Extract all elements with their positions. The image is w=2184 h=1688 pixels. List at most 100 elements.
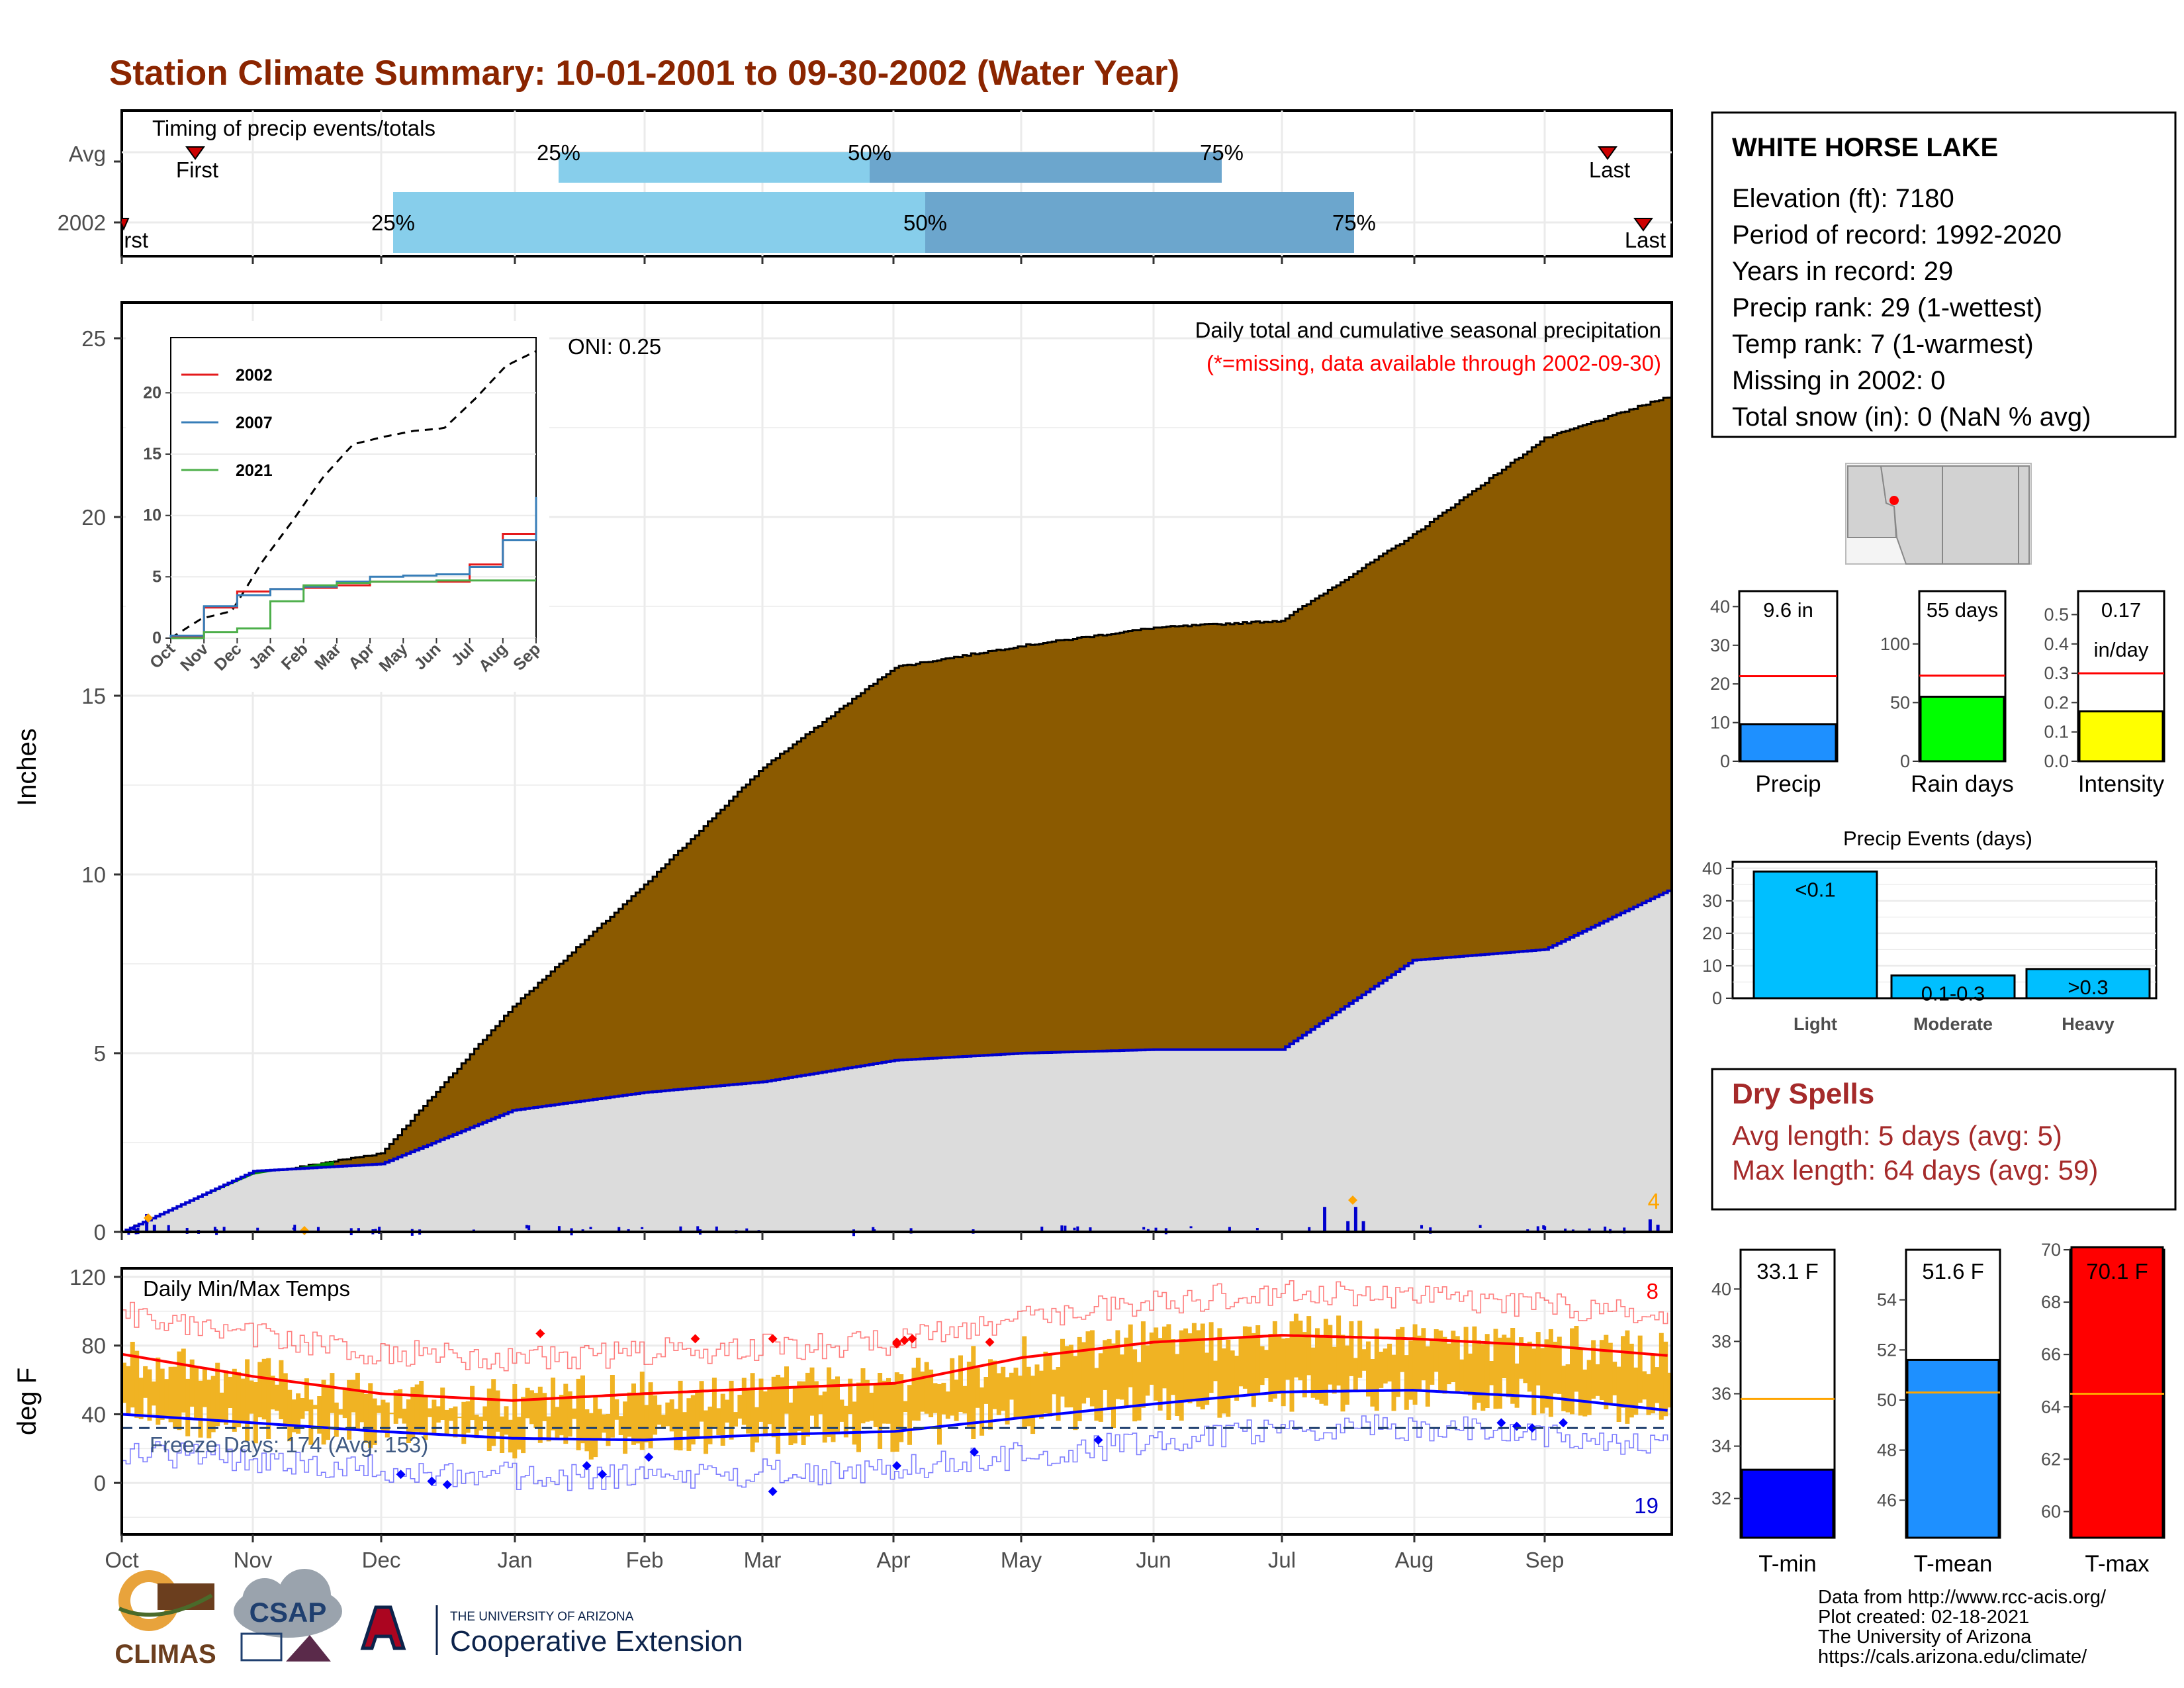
daily-temp-range-bar	[682, 1412, 687, 1431]
daily-temp-range-bar	[1064, 1346, 1069, 1408]
daily-temp-range-bar	[1650, 1354, 1655, 1414]
ua-logo: THE UNIVERSITY OF ARIZONA Cooperative Ex…	[360, 1605, 743, 1658]
oni-label: ONI: 0.25	[568, 334, 661, 359]
daily-temp-range-bar	[962, 1385, 968, 1414]
inset-y-tick-label: 15	[143, 445, 161, 463]
locator-map	[1845, 463, 2032, 565]
temp-summary-label: T-max	[2085, 1551, 2150, 1577]
daily-precip-bar	[525, 1225, 528, 1229]
daily-temp-range-bar	[660, 1415, 666, 1428]
temp-summary-tick-label: 70	[2041, 1240, 2061, 1260]
daily-temp-range-bar	[704, 1410, 709, 1454]
station-info-line: Total snow (in): 0 (NaN % avg)	[1732, 402, 2091, 432]
daily-temp-range-bar	[610, 1375, 615, 1438]
y2002-last-marker	[1633, 218, 1653, 232]
daily-temp-range-bar	[1633, 1367, 1639, 1415]
daily-temp-range-bar	[588, 1413, 594, 1460]
daily-temp-range-bar	[1514, 1363, 1520, 1408]
daily-temp-range-bar	[1298, 1321, 1303, 1381]
temp-summary-value-bar	[1741, 1468, 1835, 1539]
temp-summary-tick-label: 64	[2041, 1397, 2061, 1417]
daily-temp-range-bar	[1191, 1323, 1197, 1399]
daily-temp-range-bar	[1315, 1328, 1320, 1400]
record-low-marker	[442, 1479, 452, 1489]
daily-precip-bar	[1073, 1227, 1076, 1231]
y2002-q75-label: 75%	[1332, 211, 1376, 235]
daily-temp-range-bar	[1395, 1329, 1400, 1397]
daily-temp-range-bar	[215, 1362, 220, 1427]
mini-bar-tick-label: 0.5	[2044, 604, 2069, 624]
daily-temp-range-bar	[1629, 1343, 1634, 1418]
missing-count: 4	[1648, 1189, 1660, 1213]
daily-temp-range-bar	[1047, 1354, 1052, 1417]
daily-temp-range-bar	[597, 1409, 602, 1440]
month-tick-label: Apr	[876, 1548, 910, 1572]
daily-temp-range-bar	[1124, 1337, 1129, 1407]
daily-temp-range-bar	[1259, 1346, 1265, 1385]
daily-temp-range-bar	[321, 1380, 326, 1445]
daily-temp-range-bar	[1430, 1339, 1435, 1385]
temp-y-tick-label: 120	[69, 1265, 106, 1289]
record-low-marker	[644, 1452, 654, 1462]
daily-temp-range-bar	[486, 1388, 492, 1451]
daily-temp-range-bar	[1302, 1332, 1307, 1397]
daily-temp-range-bar	[1383, 1348, 1388, 1383]
month-tick-label: Jul	[1268, 1548, 1296, 1572]
daily-temp-range-bar	[915, 1358, 921, 1421]
record-low-marker	[1496, 1418, 1506, 1428]
record-low-marker	[598, 1470, 608, 1479]
daily-temp-range-bar	[1264, 1350, 1269, 1379]
temp-summary-tick-label: 68	[2041, 1292, 2061, 1312]
precip-panel-title: Daily total and cumulative seasonal prec…	[1195, 318, 1661, 342]
daily-temp-range-bar	[1170, 1339, 1175, 1395]
mini-bar-tick-label: 100	[1880, 634, 1910, 654]
daily-temp-range-bar	[848, 1378, 853, 1414]
daily-temp-range-bar	[228, 1376, 233, 1408]
record-low-marker	[1527, 1423, 1537, 1433]
temp-summary-tick-label: 50	[1877, 1390, 1897, 1410]
daily-temp-range-bar	[762, 1391, 768, 1436]
daily-temp-range-bar	[639, 1372, 645, 1450]
daily-temp-range-bar	[1574, 1326, 1579, 1392]
daily-precip-bar	[557, 1226, 561, 1233]
record-high-marker	[899, 1335, 909, 1345]
record-high-count: 8	[1647, 1279, 1659, 1303]
daily-temp-range-bar	[1642, 1371, 1647, 1400]
inset-y-tick-label: 5	[152, 567, 161, 586]
daily-temp-range-bar	[1319, 1335, 1324, 1404]
inset-y-tick-label: 10	[143, 506, 161, 525]
daily-temp-range-bar	[444, 1409, 449, 1436]
daily-temp-range-bar	[831, 1379, 836, 1442]
daily-temp-range-bar	[1154, 1327, 1159, 1401]
daily-temp-range-bar	[716, 1408, 721, 1435]
daily-temp-range-bar	[1136, 1362, 1142, 1421]
daily-temp-range-bar	[1476, 1340, 1481, 1403]
daily-temp-range-bar	[1612, 1362, 1617, 1395]
daily-temp-range-bar	[1034, 1364, 1040, 1417]
daily-precip-bar	[1648, 1219, 1652, 1232]
daily-temp-range-bar	[1145, 1345, 1150, 1396]
daily-temp-range-bar	[1043, 1351, 1048, 1414]
precip-y-tick-label: 0	[94, 1220, 106, 1244]
mini-bar-tick-label: 10	[1710, 713, 1730, 733]
daily-temp-range-bar	[1455, 1336, 1460, 1391]
tmin-record-line	[122, 1414, 1668, 1491]
daily-temp-range-bar	[754, 1407, 759, 1443]
daily-temp-range-bar	[1387, 1343, 1392, 1382]
mini-bar-value	[2078, 710, 2164, 763]
daily-temp-range-bar	[1497, 1337, 1502, 1409]
daily-temp-range-bar	[134, 1350, 140, 1418]
daily-temp-range-bar	[1404, 1355, 1409, 1410]
daily-temp-range-bar	[950, 1358, 955, 1416]
daily-temp-range-bar	[495, 1390, 500, 1432]
temp-summary-value-label: 70.1 F	[2086, 1259, 2148, 1284]
daily-temp-range-bar	[461, 1401, 467, 1444]
daily-temp-range-bar	[1200, 1323, 1205, 1410]
daily-temp-range-bar	[1234, 1356, 1240, 1401]
events-bar-moderate	[1890, 974, 2016, 1000]
avg-q50-q75-bar	[870, 152, 1222, 183]
daily-precip-bar	[1420, 1225, 1424, 1229]
daily-temp-range-bar	[882, 1380, 887, 1424]
daily-temp-range-bar	[678, 1380, 683, 1451]
